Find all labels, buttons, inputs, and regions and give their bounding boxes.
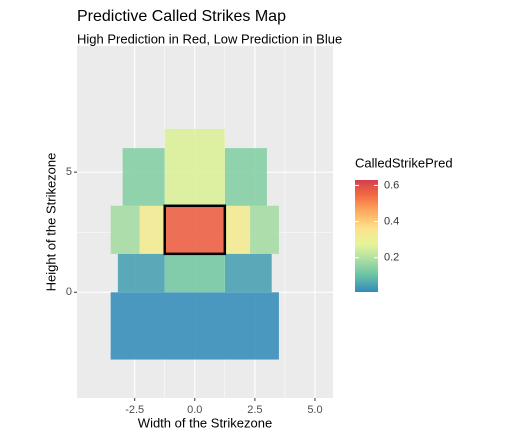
legend-title: CalledStrikePred — [355, 155, 453, 170]
colorbar-tick-label: 0.4 — [384, 215, 399, 227]
prediction-tile — [110, 205, 140, 254]
prediction-tile — [164, 205, 225, 254]
colorbar — [355, 180, 378, 292]
prediction-tile — [117, 253, 165, 293]
chart-subtitle: High Prediction in Red, Low Prediction i… — [77, 31, 342, 46]
prediction-tile — [164, 128, 225, 206]
y-axis-title: Height of the Strikezone — [43, 153, 58, 292]
x-tick-label: 0.0 — [187, 404, 202, 416]
y-tick-label: 5 — [66, 166, 72, 178]
chart-title: Predictive Called Strikes Map — [77, 8, 286, 25]
prediction-tile — [122, 148, 165, 206]
x-tick-label: 2.5 — [247, 404, 262, 416]
colorbar-tick-label: 0.2 — [384, 252, 399, 264]
y-tick-label: 0 — [66, 286, 72, 298]
prediction-tile — [250, 205, 279, 254]
x-axis-title: Width of the Strikezone — [138, 415, 272, 430]
prediction-tile — [164, 253, 225, 293]
prediction-tile — [224, 253, 272, 293]
prediction-tile — [224, 205, 251, 254]
strike-zone — [163, 204, 227, 256]
x-tick-label: -2.5 — [125, 404, 144, 416]
colorbar-tick-label: 0.6 — [384, 179, 399, 191]
prediction-tile — [110, 292, 279, 360]
prediction-tile — [224, 148, 267, 206]
x-tick-label: 5.0 — [307, 404, 322, 416]
prediction-tile — [139, 205, 165, 254]
